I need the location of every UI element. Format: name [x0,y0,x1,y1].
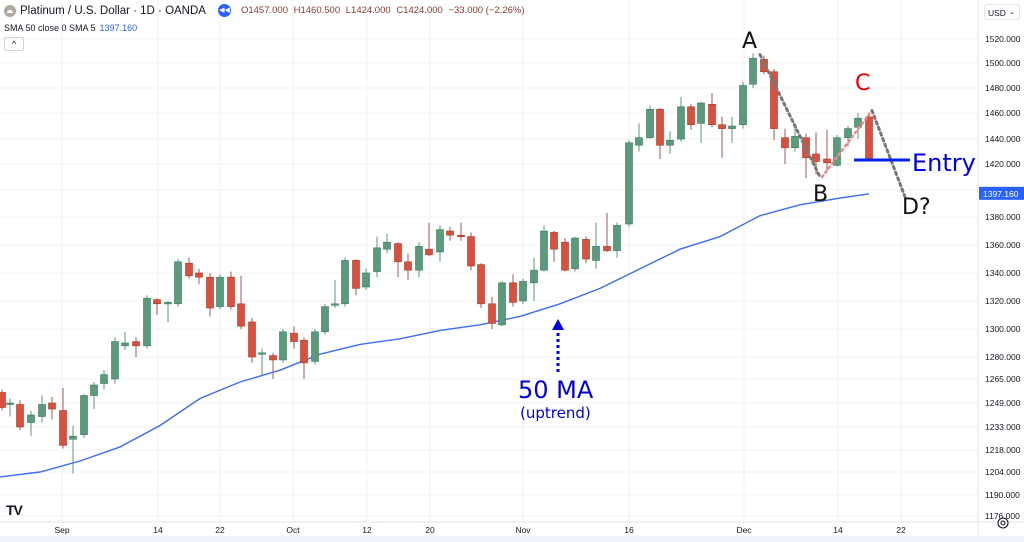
abcd-pattern [758,53,907,199]
svg-text:Nov: Nov [515,525,531,535]
high-value: H1460.500 [293,5,341,16]
label-50ma: 50 MA [518,376,594,404]
symbol-title[interactable]: Platinum / U.S. Dollar · 1D · OANDA [20,4,206,17]
last-price-badge [979,186,1024,200]
svg-text:22: 22 [215,525,225,535]
label-entry: Entry [912,149,976,177]
svg-text:14: 14 [833,525,843,535]
svg-text:14: 14 [153,525,163,535]
label-a: A [742,29,757,54]
svg-text:16: 16 [624,525,634,535]
svg-text:20: 20 [425,525,435,535]
svg-text:1204.000: 1204.000 [985,467,1021,477]
label-b: B [813,182,828,207]
platinum-symbol-icon [4,4,16,17]
svg-text:1190.000: 1190.000 [985,490,1020,500]
grid [0,0,978,522]
low-value: L1424.000 [345,5,391,16]
candles [0,53,873,474]
svg-text:1320.000: 1320.000 [985,296,1021,306]
open-value: O1457.000 [240,5,288,16]
indicator-value: 1397.160 [99,23,138,33]
svg-text:Oct: Oct [286,525,300,535]
currency-value: USD [988,8,1006,18]
label-uptrend: (uptrend) [520,404,591,422]
svg-text:1176.000: 1176.000 [985,511,1020,521]
svg-text:1480.000: 1480.000 [985,83,1021,93]
svg-text:1380.000: 1380.000 [985,212,1021,222]
ohlc-values: O1457.000 H1460.500 L1424.000 C1424.000 … [241,5,528,16]
svg-text:1420.000: 1420.000 [985,159,1021,169]
indicator-label: SMA 50 close 0 SMA 5 [4,23,96,33]
svg-text:1218.000: 1218.000 [985,445,1021,455]
svg-text:1360.000: 1360.000 [985,240,1021,250]
svg-text:Sep: Sep [54,525,69,535]
svg-text:1233.000: 1233.000 [985,422,1021,432]
svg-text:1249.000: 1249.000 [985,398,1021,408]
settings-gear-icon[interactable] [996,516,1010,530]
svg-text:1300.000: 1300.000 [985,324,1021,334]
svg-text:1520.000: 1520.000 [985,34,1021,44]
collapse-legend-button[interactable]: ^ [4,37,24,51]
svg-text:22: 22 [896,525,906,535]
replay-icon[interactable]: ◀◀ [217,4,231,17]
y-axis[interactable]: 1520.000 1500.000 1480.000 1460.000 1440.000… [985,34,1021,521]
label-d: D? [902,195,931,220]
svg-text:12: 12 [362,525,372,535]
svg-text:1280.000: 1280.000 [985,352,1021,362]
sma50-line [0,193,870,478]
close-value: C1424.000 [396,5,443,16]
change-value: −33.000 (−2.26%) [448,5,525,16]
currency-selector[interactable]: USD ⌄ [984,4,1020,20]
chart-header: Platinum / U.S. Dollar · 1D · OANDA ◀◀ O… [4,4,528,17]
svg-text:Dec: Dec [736,525,752,535]
svg-text:1460.000: 1460.000 [985,108,1021,118]
svg-text:1500.000: 1500.000 [985,58,1021,68]
indicator-legend[interactable]: SMA 50 close 0 SMA 5 1397.160 [4,23,137,33]
tradingview-logo[interactable]: TV [6,502,23,518]
x-axis[interactable]: Sep 14 22 Oct 12 20 Nov 16 Dec 14 22 [54,525,906,535]
svg-text:1440.000: 1440.000 [985,134,1021,144]
label-c: C [855,71,870,96]
chevron-down-icon: ⌄ [1009,9,1015,16]
svg-text:1340.000: 1340.000 [985,268,1021,278]
svg-text:1397.160: 1397.160 [983,189,1019,199]
svg-text:1265.000: 1265.000 [985,374,1021,384]
